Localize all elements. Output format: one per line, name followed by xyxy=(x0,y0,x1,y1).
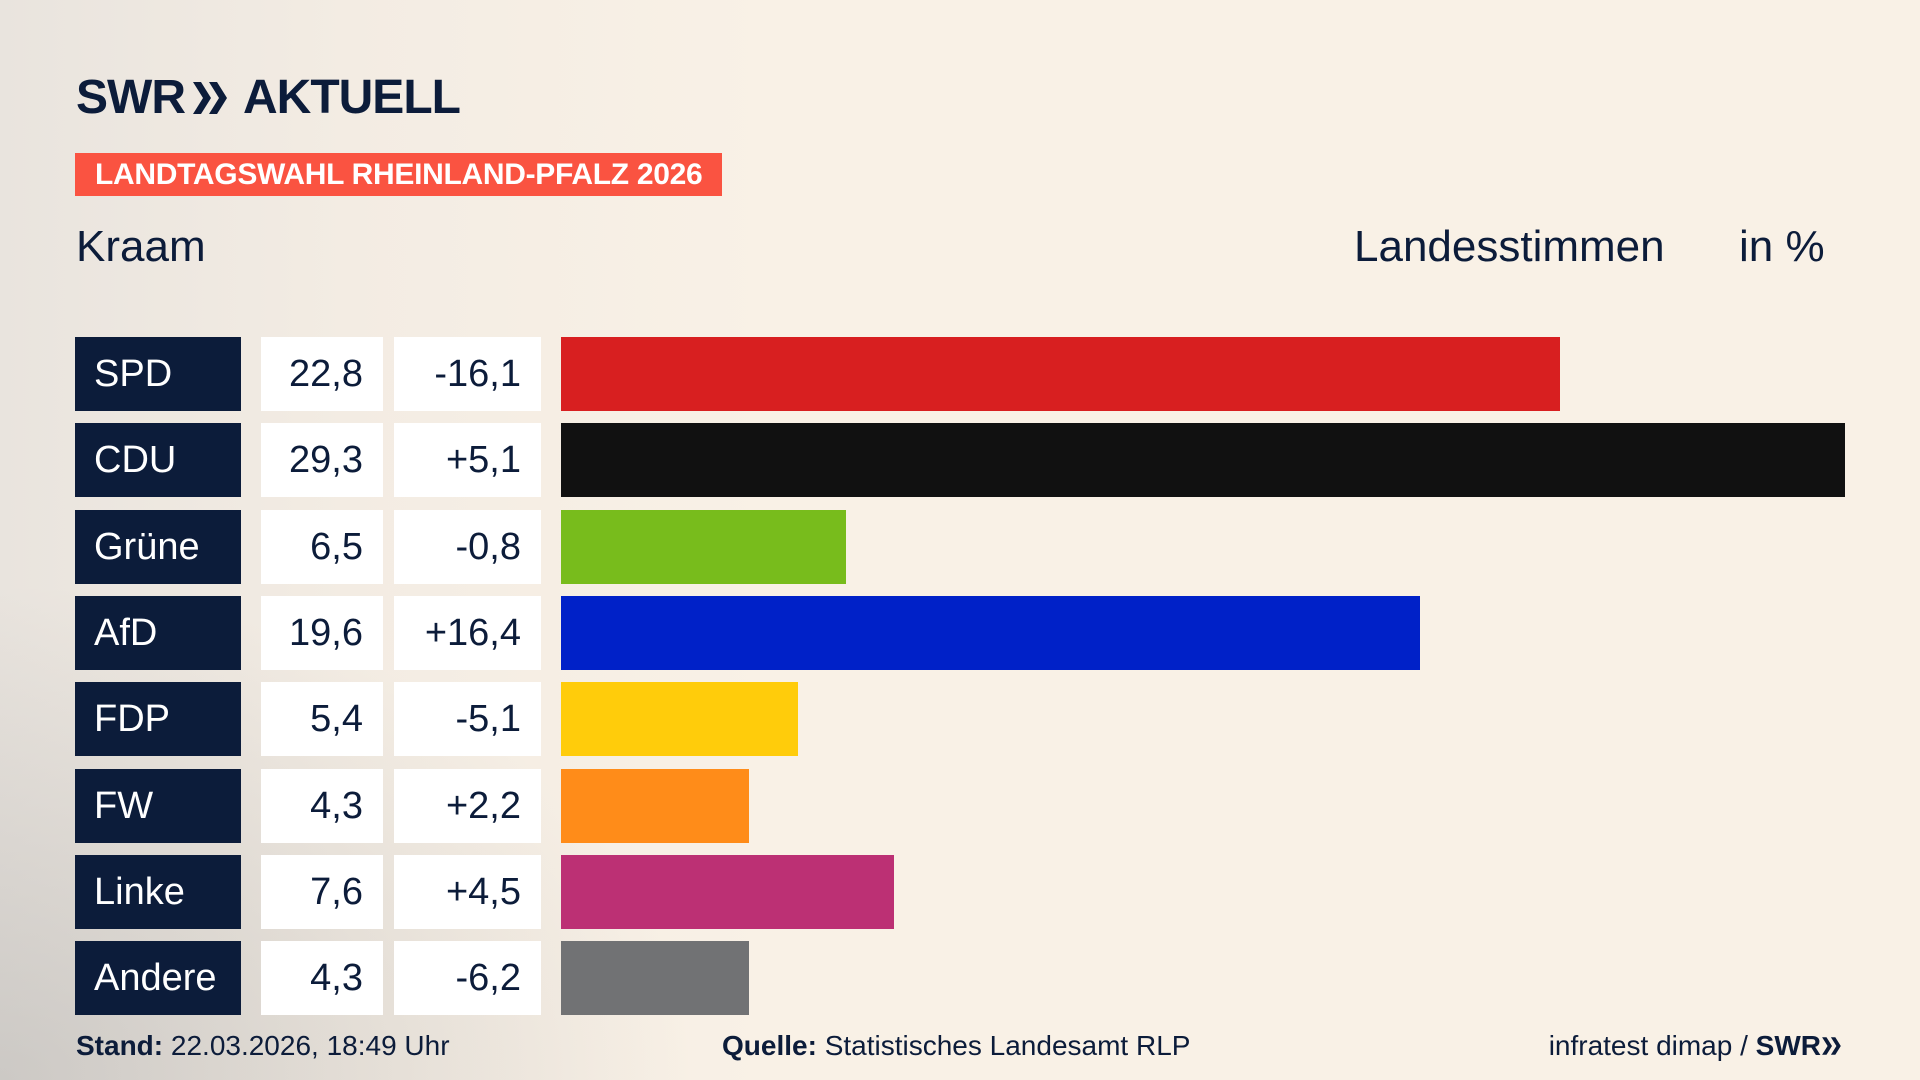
region-title: Kraam xyxy=(76,222,206,271)
logo-brand: SWR xyxy=(76,71,186,124)
source-label: Quelle: xyxy=(722,1030,817,1061)
unit-label: in % xyxy=(1739,222,1825,271)
election-banner: LANDTAGSWAHL RHEINLAND-PFALZ 2026 xyxy=(75,153,723,196)
credit: infratest dimap / SWR xyxy=(1549,1030,1843,1062)
value-label: 22,8 xyxy=(261,337,383,411)
change-label: -6,2 xyxy=(394,941,541,1016)
value-label: 5,4 xyxy=(261,682,383,757)
source-value: Statistisches Landesamt RLP xyxy=(816,1030,1191,1061)
party-label: Linke xyxy=(75,854,241,929)
swr-aktuell-logo: SWR AKTUELL xyxy=(76,70,461,125)
change-label: +5,1 xyxy=(394,423,541,498)
logo-word: AKTUELL xyxy=(242,71,461,124)
change-label: +4,5 xyxy=(394,854,541,929)
value-label: 4,3 xyxy=(261,941,383,1016)
source: Quelle: Statistisches Landesamt RLP xyxy=(722,1030,1190,1062)
value-label: 29,3 xyxy=(261,423,383,498)
change-label: -5,1 xyxy=(394,682,541,757)
double-chevron-icon xyxy=(1822,1037,1841,1055)
party-label: SPD xyxy=(75,337,241,411)
value-label: 4,3 xyxy=(261,768,383,843)
double-chevron-icon xyxy=(192,81,227,114)
credit-brand: SWR xyxy=(1755,1030,1821,1061)
party-label: AfD xyxy=(75,595,241,670)
party-label: Andere xyxy=(75,941,241,1016)
bar-grüne xyxy=(561,509,846,584)
bar-linke xyxy=(561,854,895,929)
value-label: 19,6 xyxy=(261,595,383,670)
bar-spd xyxy=(561,337,1561,411)
credit-text: infratest dimap / xyxy=(1548,1030,1756,1061)
bar-andere xyxy=(561,941,750,1016)
stand-label: Stand: xyxy=(76,1030,164,1061)
timestamp: Stand: 22.03.2026, 18:49 Uhr xyxy=(76,1030,450,1062)
party-label: FW xyxy=(75,768,241,843)
metric-title: Landesstimmen xyxy=(1354,222,1665,271)
change-label: +16,4 xyxy=(394,595,541,670)
bar-fw xyxy=(561,768,750,843)
party-label: Grüne xyxy=(75,509,241,584)
party-label: FDP xyxy=(75,682,241,757)
bar-cdu xyxy=(561,423,1845,498)
bar-fdp xyxy=(561,682,798,757)
change-label: +2,2 xyxy=(394,768,541,843)
value-label: 6,5 xyxy=(261,509,383,584)
bar-afd xyxy=(561,595,1420,670)
value-label: 7,6 xyxy=(261,854,383,929)
change-label: -0,8 xyxy=(394,509,541,584)
party-label: CDU xyxy=(75,423,241,498)
change-label: -16,1 xyxy=(394,337,541,411)
stand-value: 22.03.2026, 18:49 Uhr xyxy=(163,1030,450,1061)
